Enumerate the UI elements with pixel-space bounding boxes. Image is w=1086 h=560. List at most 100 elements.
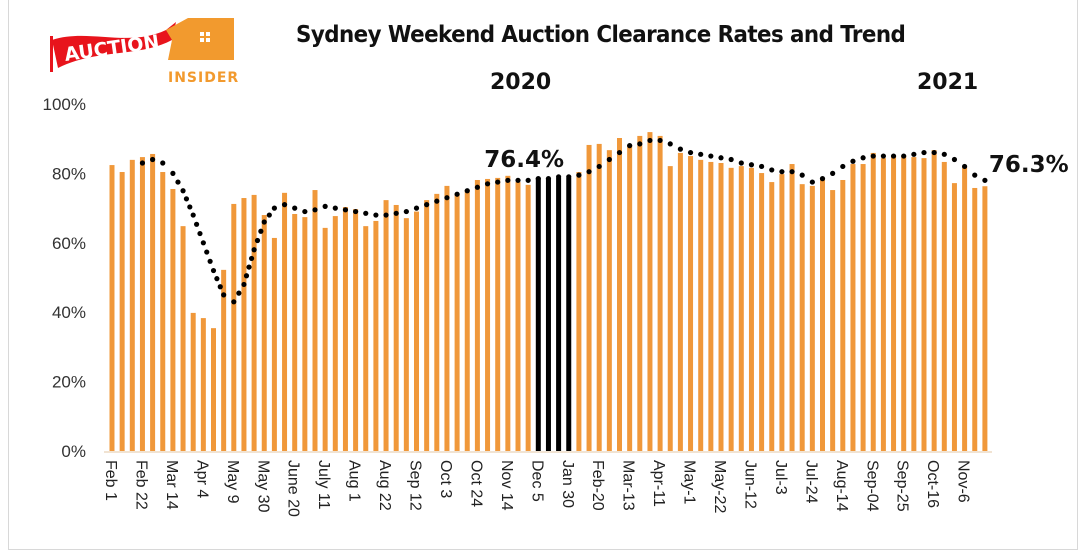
x-tick-label: May 30 <box>254 460 271 513</box>
auction-insider-logo: AUCTION INSIDER <box>50 18 238 86</box>
trend-dot <box>687 149 694 156</box>
trend-dot <box>677 146 684 152</box>
y-axis: 0% 20% 40% 60% 80% 100% <box>43 95 86 461</box>
trend-dot <box>769 167 775 173</box>
trend-dot <box>322 203 328 209</box>
bar <box>972 187 978 451</box>
x-tick-label: Aug-14 <box>833 460 850 512</box>
bar <box>231 203 237 451</box>
bar <box>129 159 135 451</box>
x-tick-label: Apr-11 <box>650 460 667 507</box>
trend-dot <box>342 207 349 213</box>
x-axis: Feb 1 Feb 22 Mar 14 Apr 4 May 9 May 30 June 20… <box>102 460 972 517</box>
trend-dot <box>779 169 785 175</box>
x-tick-label: Sep-25 <box>894 460 911 512</box>
trend-dot <box>175 179 181 185</box>
bar <box>495 177 501 451</box>
bar <box>596 143 602 451</box>
bar <box>505 175 511 452</box>
bar <box>403 218 409 451</box>
trend-dot <box>403 208 409 215</box>
bar <box>748 167 754 451</box>
trend-dot <box>759 163 765 170</box>
trend-dot <box>231 299 237 305</box>
trend-dot <box>424 202 430 208</box>
trend-dot <box>799 172 805 178</box>
trend-dot <box>515 177 521 183</box>
x-tick-label: May-22 <box>711 460 728 513</box>
bar <box>586 144 592 452</box>
x-tick-label: Jul-3 <box>772 460 789 495</box>
x-tick-label: Sep 12 <box>407 460 424 511</box>
trend-dot <box>292 205 298 211</box>
trend-dot <box>261 219 267 225</box>
bar <box>708 161 714 451</box>
bar <box>160 172 166 451</box>
trend-dot <box>596 163 602 170</box>
x-tick-label: Nov 14 <box>498 460 515 511</box>
trend-dot <box>982 177 988 183</box>
trend-dot <box>616 149 623 156</box>
trend-dot <box>393 210 399 216</box>
x-tick-label: June 20 <box>285 460 302 517</box>
x-tick-label: Aug 1 <box>346 460 363 502</box>
bar <box>809 185 815 451</box>
y-tick-label: 100% <box>43 95 86 114</box>
trend-dot <box>214 276 220 282</box>
bar <box>951 183 957 451</box>
trend-dot <box>951 156 958 163</box>
x-tick-label: Jan 30 <box>559 460 576 508</box>
bar <box>434 193 440 452</box>
trend-dot <box>972 172 978 178</box>
trend-dot <box>193 221 200 227</box>
chart-frame <box>8 0 1078 550</box>
bar <box>393 204 399 451</box>
trend-dot <box>474 184 480 190</box>
trend-dot <box>332 205 338 211</box>
trend-dot <box>495 179 501 185</box>
bar <box>109 165 115 451</box>
trend-dot <box>880 153 887 159</box>
trend-dot <box>363 210 369 216</box>
trend-dot <box>373 212 379 218</box>
bars <box>109 132 988 452</box>
bar <box>241 198 247 451</box>
trend-dot <box>312 207 318 213</box>
bar <box>200 318 206 451</box>
trend-dot <box>535 176 541 182</box>
bar <box>261 215 267 451</box>
x-tick-label: Jul-24 <box>802 460 819 504</box>
bar <box>779 174 785 451</box>
trend-dot <box>180 188 186 194</box>
trend-dot <box>413 205 420 211</box>
trend-dot <box>748 162 755 168</box>
bar <box>119 172 125 451</box>
bar <box>525 184 531 451</box>
trend-dot <box>728 156 734 163</box>
x-tick-label: Oct 24 <box>467 460 484 507</box>
bar <box>139 157 145 451</box>
x-tick-label: Nov-6 <box>955 460 972 503</box>
x-tick-label: Mar 14 <box>163 460 180 510</box>
bar <box>515 182 521 451</box>
bar <box>474 179 480 452</box>
bar <box>850 164 856 451</box>
trend-dot <box>271 205 277 211</box>
bar <box>921 158 927 451</box>
trend-dot <box>698 151 704 157</box>
bar <box>180 226 186 451</box>
bar <box>667 166 673 451</box>
trend-dot <box>545 176 552 182</box>
trend-dot <box>586 169 592 175</box>
trend-dot <box>870 153 876 159</box>
trend-dot <box>236 290 242 296</box>
trend-dot <box>637 141 643 147</box>
bar <box>454 193 460 452</box>
bar <box>424 200 430 451</box>
bar <box>485 178 491 451</box>
trend-dot <box>576 172 582 178</box>
bar <box>738 166 744 451</box>
trend-dot <box>251 247 257 253</box>
bar <box>322 227 328 451</box>
trend-dot <box>921 149 927 156</box>
